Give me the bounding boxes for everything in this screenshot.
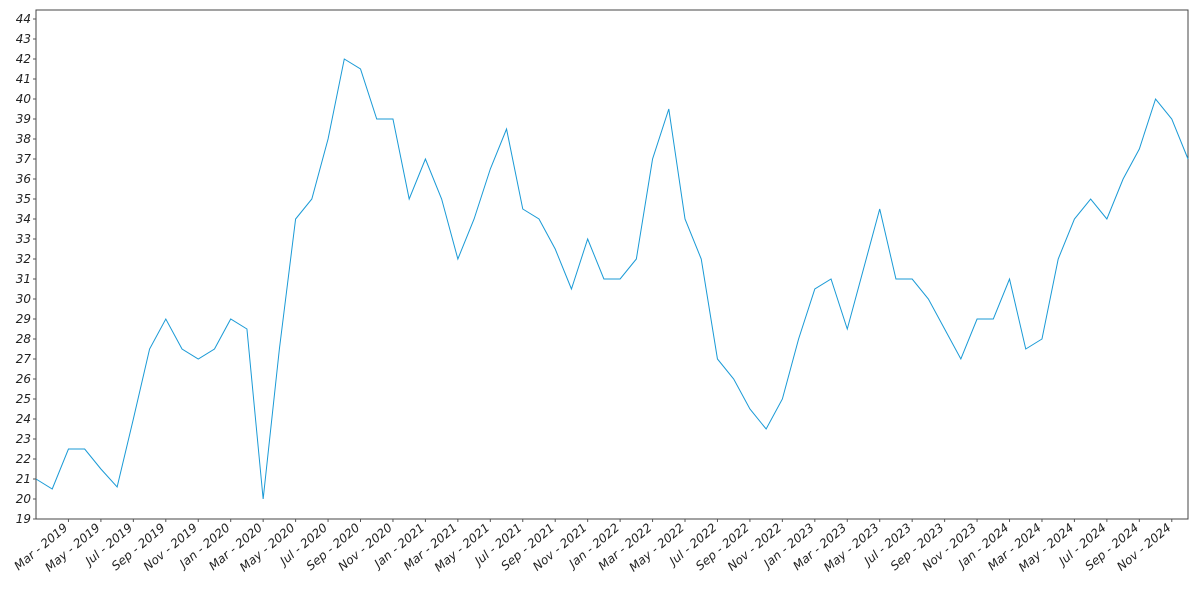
y-tick-label: 21: [16, 472, 31, 486]
y-tick-label: 37: [16, 152, 32, 166]
data-line: [35, 58, 1189, 500]
y-tick-label: 20: [16, 492, 32, 506]
plot-frame: [35, 9, 1189, 520]
y-tick-label: 19: [16, 512, 31, 526]
y-tick-label: 24: [16, 412, 31, 426]
y-tick-label: 42: [16, 52, 31, 66]
y-tick-label: 43: [16, 32, 31, 46]
y-tick-label: 40: [16, 92, 32, 106]
y-tick-label: 29: [16, 312, 31, 326]
y-tick-label: 35: [16, 192, 31, 206]
y-tick-label: 36: [16, 172, 32, 186]
y-tick-label: 31: [16, 272, 31, 286]
y-tick-label: 41: [16, 72, 31, 86]
y-tick-label: 44: [16, 12, 31, 26]
y-tick-label: 34: [16, 212, 31, 226]
y-tick-label: 27: [16, 352, 32, 366]
y-tick-label: 22: [16, 452, 31, 466]
y-tick-label: 28: [16, 332, 32, 346]
y-tick-label: 32: [16, 252, 31, 266]
y-tick-label: 30: [16, 292, 32, 306]
y-tick-label: 25: [16, 392, 31, 406]
y-tick-label: 26: [16, 372, 32, 386]
y-tick-label: 38: [16, 132, 32, 146]
y-tick-label: 33: [16, 232, 31, 246]
y-tick-label: 23: [16, 432, 31, 446]
y-tick-label: 39: [16, 112, 31, 126]
